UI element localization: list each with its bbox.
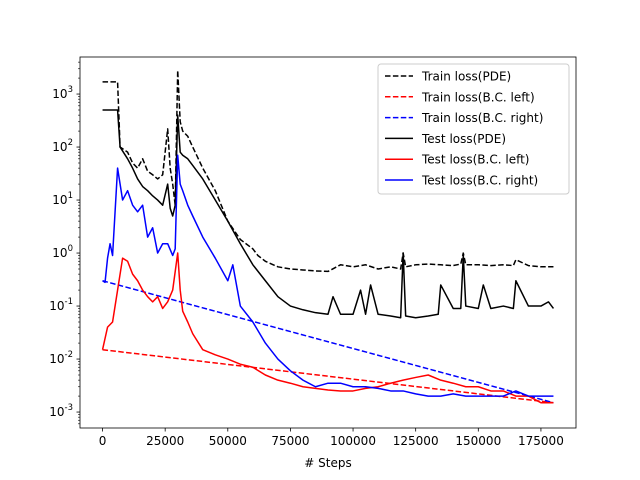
y-tick-label: 101 <box>52 191 73 207</box>
plot-frame <box>79 56 577 429</box>
x-tick-label: 25000 <box>146 434 184 448</box>
x-tick-label: 50000 <box>209 434 247 448</box>
x-tick-label: 125000 <box>393 434 439 448</box>
x-tick-label: 150000 <box>455 434 501 448</box>
legend-label: Train loss(B.C. right) <box>421 111 543 125</box>
series-line-3 <box>102 280 554 404</box>
x-tick-label: 100000 <box>330 434 376 448</box>
legend-label: Test loss(PDE) <box>421 132 506 146</box>
y-tick-label: 10-2 <box>49 350 73 366</box>
x-tick-label: 0 <box>99 434 107 448</box>
x-axis-label: # Steps <box>304 456 351 470</box>
y-tick-label: 10-1 <box>49 297 73 313</box>
series-line-5 <box>101 252 554 404</box>
legend-label: Test loss(B.C. right) <box>421 174 538 188</box>
x-tick-label: 75000 <box>271 434 309 448</box>
series-line-6 <box>102 154 554 397</box>
legend-box <box>377 63 570 195</box>
series-line-2 <box>102 348 554 404</box>
legend-label: Train loss(PDE) <box>421 70 511 84</box>
series-layer <box>101 69 555 404</box>
y-tick-label: 100 <box>52 244 73 260</box>
legend-label: Test loss(B.C. left) <box>421 153 529 167</box>
axes-layer: 0 25000 50000 75000 100000 125000 150000 175000… <box>49 56 577 448</box>
x-tick-label: 175000 <box>518 434 564 448</box>
series-line-4 <box>102 109 555 319</box>
legend-label: Train loss(B.C. left) <box>421 90 535 104</box>
legend: Train loss(PDE) Train loss(B.C. left) Trai… <box>377 63 570 195</box>
y-tick-label: 10-3 <box>49 403 73 419</box>
y-tick-label: 103 <box>52 85 73 101</box>
y-tick-label: 102 <box>52 138 73 154</box>
